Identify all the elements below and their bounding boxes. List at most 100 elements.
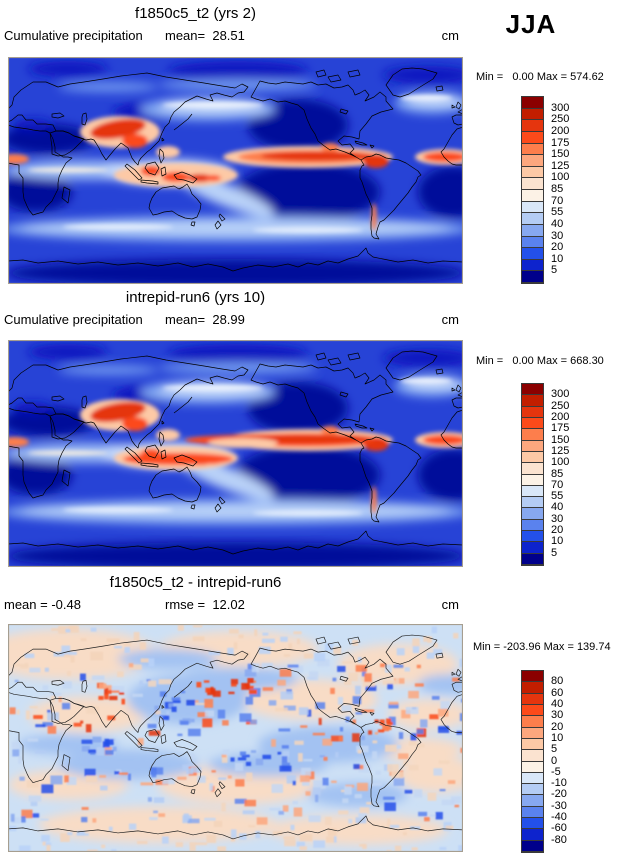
panel2-stat-row: Cumulative precipitation mean= 28.99 cm <box>4 312 463 328</box>
panel2-minmax: Min = 0.00 Max = 668.30 <box>476 355 604 367</box>
colorbar-segment <box>522 704 543 717</box>
colorbar-segment <box>522 485 543 498</box>
colorbar-segment <box>522 474 543 486</box>
colorbar-tick: 300 <box>551 388 570 401</box>
colorbar-segment <box>522 213 543 225</box>
panel1-title: f1850c5_t2 (yrs 2) <box>135 5 256 22</box>
panel2-mean-stat: mean= 28.99 <box>165 312 245 327</box>
panel3-stat-row: mean = -0.48 rmse = 12.02 cm <box>4 597 463 613</box>
colorbar-tick: 60 <box>551 686 564 699</box>
panel3-map <box>8 624 463 852</box>
colorbar-tick: 20 <box>551 720 564 733</box>
colorbar-tick: 175 <box>551 136 570 149</box>
colorbar-segment <box>522 806 543 819</box>
colorbar-segment <box>522 440 543 452</box>
colorbar-tick: 10 <box>551 731 564 744</box>
colorbar-tick: 40 <box>551 217 564 230</box>
colorbar-tick: 80 <box>551 675 564 688</box>
colorbar-segment <box>522 671 543 683</box>
colorbar-tick: -80 <box>551 833 567 846</box>
colorbar-tick: 30 <box>551 512 564 525</box>
colorbar-tick: 125 <box>551 159 570 172</box>
colorbar-tick: 30 <box>551 709 564 722</box>
colorbar-tick: -20 <box>551 788 567 801</box>
colorbar-segment <box>522 761 543 773</box>
colorbar-tick: 40 <box>551 501 564 514</box>
colorbar-tick: 100 <box>551 456 570 469</box>
panel1-colorbar: 300 250 200 175 150 125 100 85 70 55 40 30 20 10 5 <box>521 96 601 284</box>
colorbar-segment <box>522 693 543 705</box>
colorbar-segment <box>522 417 543 430</box>
colorbar-tick: 55 <box>551 206 564 219</box>
colorbar-segment <box>522 190 543 202</box>
colorbar-segment <box>522 508 543 520</box>
colorbar-segment <box>522 120 543 132</box>
colorbar-tick: -10 <box>551 777 567 790</box>
colorbar-tick: 55 <box>551 490 564 503</box>
panel1-stat-row: Cumulative precipitation mean= 28.51 cm <box>4 28 463 44</box>
colorbar-tick: -60 <box>551 822 567 835</box>
colorbar-segment <box>522 738 543 751</box>
colorbar-segment <box>522 429 543 441</box>
colorbar-segment <box>522 131 543 144</box>
colorbar-tick: 250 <box>551 113 570 126</box>
colorbar-segment <box>522 224 543 237</box>
colorbar-tick: 175 <box>551 422 570 435</box>
colorbar-tick: -30 <box>551 799 567 812</box>
colorbar-tick: 150 <box>551 433 570 446</box>
colorbar-segment <box>522 682 543 694</box>
colorbar-tick: 10 <box>551 252 564 265</box>
colorbar-segment <box>522 784 543 796</box>
colorbar-segment <box>522 750 543 762</box>
panel2-units: cm <box>441 312 459 327</box>
panel1-minmax: Min = 0.00 Max = 574.62 <box>476 71 604 83</box>
panel1-mean-stat: mean= 28.51 <box>165 28 245 43</box>
colorbar-segment <box>522 259 543 272</box>
colorbar-tick: 100 <box>551 171 570 184</box>
colorbar-tick: 10 <box>551 535 564 548</box>
panel1-map <box>8 57 463 284</box>
colorbar-tick: 300 <box>551 101 570 114</box>
colorbar-segment <box>522 155 543 167</box>
colorbar-segment <box>522 463 543 475</box>
colorbar-segment <box>522 201 543 214</box>
panel3-mean-stat: mean = -0.48 <box>4 597 81 612</box>
colorbar-segment <box>522 497 543 509</box>
colorbar-tick: 70 <box>551 478 564 491</box>
colorbar-segment <box>522 384 543 396</box>
colorbar-tick: 85 <box>551 183 564 195</box>
colorbar-segment <box>522 166 543 179</box>
colorbar-segment <box>522 451 543 464</box>
panel3-colorbar: 80 60 40 30 20 10 5 0 -5 -10 -20 -30 -40 -60 -80 <box>521 670 601 853</box>
colorbar-segment <box>522 108 543 121</box>
colorbar-tick: 250 <box>551 399 570 412</box>
colorbar-segment <box>522 143 543 156</box>
colorbar-segment <box>522 727 543 739</box>
colorbar-segment <box>522 248 543 260</box>
colorbar-tick: 20 <box>551 524 564 537</box>
panel3-title: f1850c5_t2 - intrepid-run6 <box>109 574 282 591</box>
colorbar-segment <box>522 542 543 554</box>
colorbar-segment <box>522 271 543 283</box>
colorbar-segment <box>522 97 543 109</box>
colorbar-segment <box>522 519 543 532</box>
colorbar-tick: 5 <box>551 264 558 277</box>
colorbar-tick: 200 <box>551 410 570 423</box>
colorbar-segment <box>522 829 543 841</box>
colorbar-segment <box>522 795 543 807</box>
panel2-title: intrepid-run6 (yrs 10) <box>125 289 266 306</box>
colorbar-tick: 200 <box>551 124 570 137</box>
colorbar-segment <box>522 716 543 728</box>
panel3-minmax: Min = -203.96 Max = 139.74 <box>473 641 611 653</box>
colorbar-tick: -40 <box>551 811 567 824</box>
colorbar-tick: 150 <box>551 148 570 161</box>
panel2-map <box>8 340 463 567</box>
colorbar-segment <box>522 772 543 785</box>
colorbar-tick: -5 <box>551 765 561 778</box>
panel2-field-label: Cumulative precipitation <box>4 312 143 327</box>
colorbar-frame <box>521 96 544 284</box>
colorbar-tick: 85 <box>551 467 564 480</box>
panel1-field-label: Cumulative precipitation <box>4 28 143 43</box>
colorbar-segment <box>522 840 543 852</box>
